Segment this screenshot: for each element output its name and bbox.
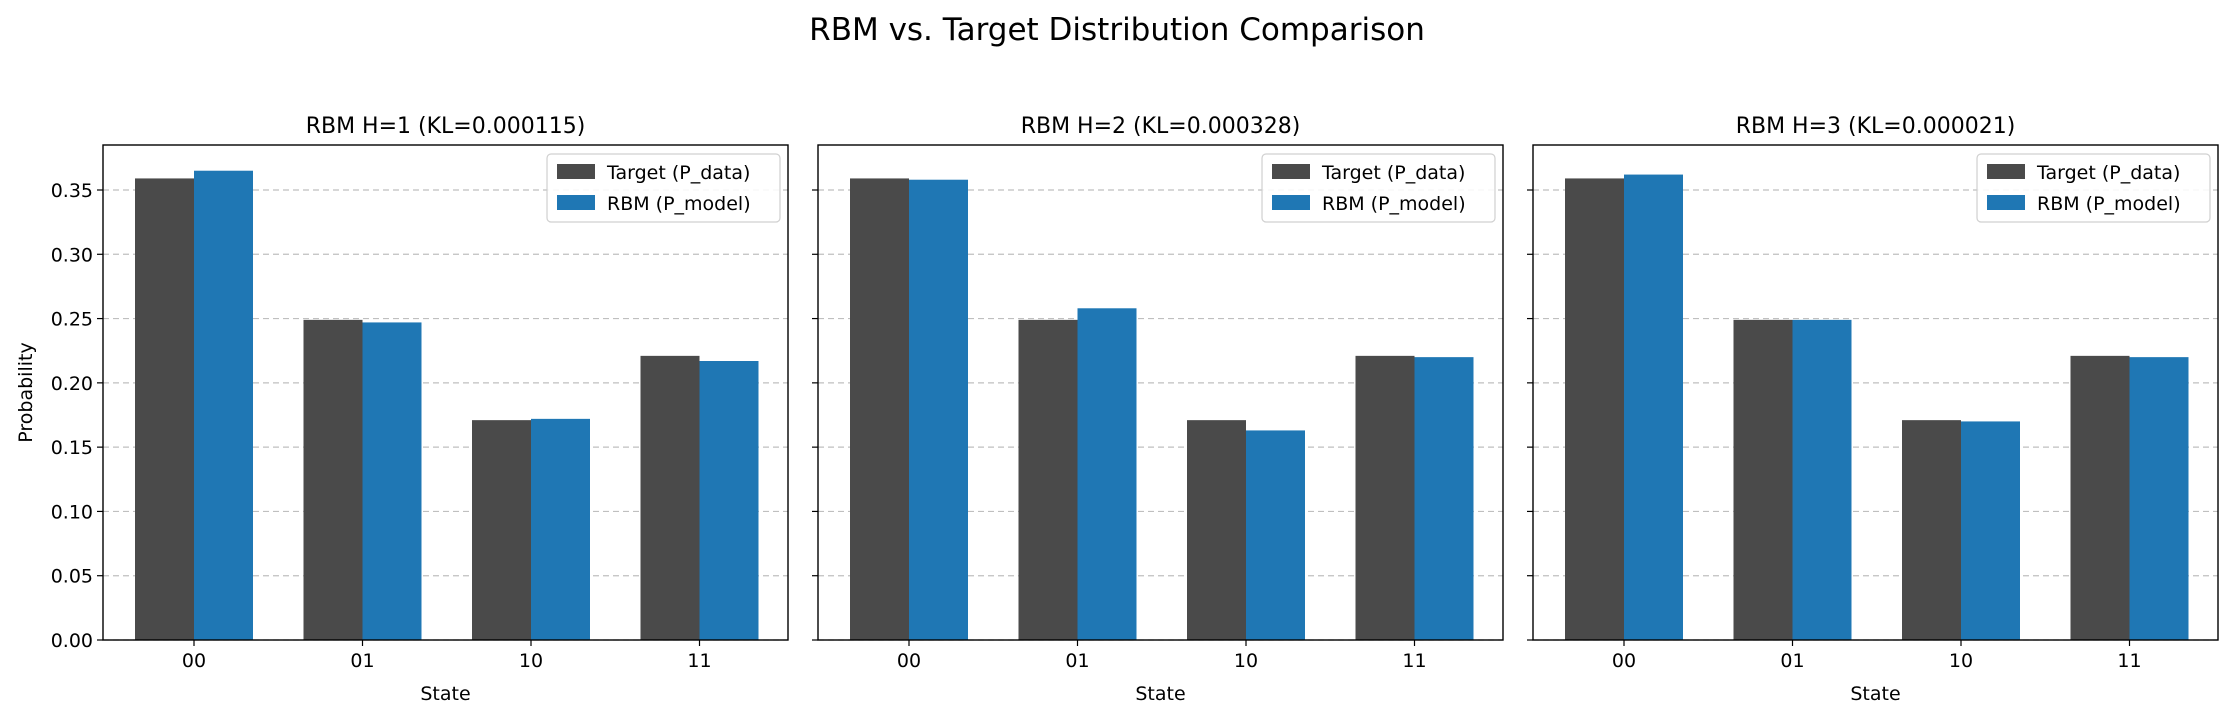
x-axis-label: State [1135, 683, 1185, 705]
bar-target-00 [850, 178, 909, 640]
y-tick-label: 0.30 [51, 244, 93, 266]
legend-label: Target (P_data) [606, 162, 750, 184]
subplot-title: RBM H=2 (KL=0.000328) [1021, 114, 1301, 139]
bar-model-10 [531, 418, 590, 640]
y-tick-label: 0.00 [51, 630, 93, 652]
legend-swatch [1272, 195, 1310, 210]
legend-label: Target (P_data) [2036, 162, 2180, 184]
legend: Target (P_data) RBM (P_model) [1261, 153, 1496, 223]
bar-target-11 [1355, 355, 1415, 640]
bar-target-01 [1733, 319, 1793, 640]
x-axis-label: State [420, 683, 470, 705]
legend-label: Target (P_data) [1321, 162, 1465, 184]
y-axis-label: Probability [15, 342, 37, 442]
bar-target-11 [2070, 355, 2130, 640]
legend: Target (P_data) RBM (P_model) [546, 153, 781, 223]
legend-swatch [557, 195, 595, 210]
y-tick-label: 0.35 [51, 180, 93, 202]
y-tick-label: 0.10 [51, 501, 93, 523]
x-tick-label: 10 [519, 650, 543, 672]
bar-model-01 [362, 322, 422, 640]
bar-model-11 [2129, 357, 2189, 640]
bar-model-00 [194, 170, 253, 640]
bar-model-00 [1624, 174, 1683, 641]
legend-swatch [1987, 164, 2025, 179]
x-axis-label: State [1850, 683, 1900, 705]
x-tick-label: 00 [1612, 650, 1636, 672]
x-tick-label: 11 [687, 650, 711, 672]
bar-target-00 [1565, 178, 1624, 640]
x-tick-label: 00 [897, 650, 921, 672]
bar-target-01 [1018, 319, 1078, 640]
bar-target-00 [135, 178, 194, 640]
legend-box [1261, 153, 1496, 223]
legend-swatch [1987, 195, 2025, 210]
legend-label: RBM (P_model) [2037, 193, 2181, 215]
figure-title: RBM vs. Target Distribution Comparison [809, 12, 1425, 48]
subplot-2: 00 01 10 11 RBM H=2 (KL=0.000328) State Target… [812, 114, 1504, 705]
legend-box [546, 153, 781, 223]
axes-frame [1532, 144, 2219, 641]
x-tick-label: 11 [1402, 650, 1426, 672]
y-tick-label: 0.25 [51, 309, 93, 331]
legend-swatch [1272, 164, 1310, 179]
axes-frame [102, 144, 789, 641]
x-tick-label: 11 [2117, 650, 2141, 672]
bar-model-10 [1246, 430, 1305, 640]
bar-target-10 [1902, 420, 1961, 640]
legend-label: RBM (P_model) [607, 193, 751, 215]
x-tick-label: 01 [1780, 650, 1804, 672]
subplot-title: RBM H=3 (KL=0.000021) [1736, 114, 2016, 139]
bar-model-00 [909, 179, 968, 640]
subplot-1: 00 01 10 11 0.00 0.05 0.10 0.15 0.20 0.25 0.30 0.35… [15, 114, 789, 705]
y-tick-label: 0.20 [51, 373, 93, 395]
bar-model-01 [1792, 319, 1852, 640]
x-tick-label: 00 [182, 650, 206, 672]
bar-model-01 [1077, 308, 1137, 640]
subplots: 00 01 10 11 0.00 0.05 0.10 0.15 0.20 0.25 0.30 0.35… [15, 114, 2219, 705]
bar-model-10 [1961, 421, 2020, 640]
legend: Target (P_data) RBM (P_model) [1976, 153, 2211, 223]
subplot-3: 00 01 10 11 RBM H=3 (KL=0.000021) State Target… [1527, 114, 2219, 705]
subplot-title: RBM H=1 (KL=0.000115) [306, 114, 586, 139]
x-tick-label: 01 [350, 650, 374, 672]
x-tick-label: 01 [1065, 650, 1089, 672]
bar-model-11 [1414, 357, 1474, 640]
bar-target-10 [472, 420, 531, 640]
legend-box [1976, 153, 2211, 223]
bar-target-10 [1187, 420, 1246, 640]
bar-model-11 [699, 361, 759, 640]
y-tick-label: 0.15 [51, 437, 93, 459]
x-tick-label: 10 [1949, 650, 1973, 672]
legend-swatch [557, 164, 595, 179]
x-tick-label: 10 [1234, 650, 1258, 672]
bar-target-01 [303, 319, 363, 640]
bar-target-11 [640, 355, 700, 640]
legend-label: RBM (P_model) [1322, 193, 1466, 215]
axes-frame [817, 144, 1504, 641]
y-tick-label: 0.05 [51, 566, 93, 588]
